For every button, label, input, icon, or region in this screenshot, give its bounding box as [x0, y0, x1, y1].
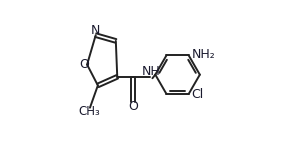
Text: O: O [128, 100, 138, 113]
Text: CH₃: CH₃ [79, 105, 100, 118]
Text: NH: NH [142, 65, 160, 78]
Text: N: N [90, 24, 100, 37]
Text: O: O [79, 58, 89, 71]
Text: NH₂: NH₂ [191, 48, 215, 61]
Text: Cl: Cl [191, 88, 204, 101]
